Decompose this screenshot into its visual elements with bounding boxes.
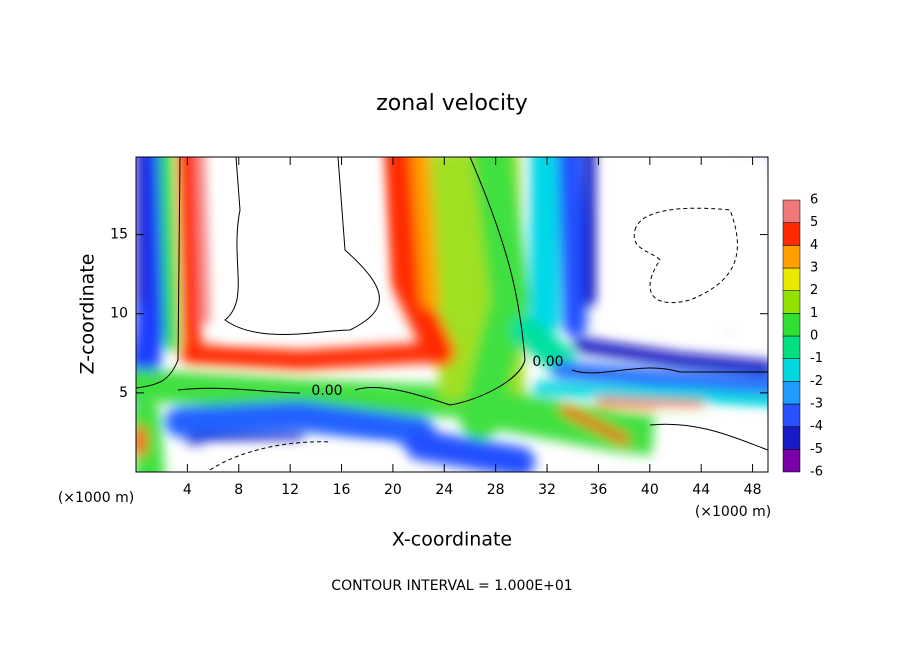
colorbar-box (782, 199, 801, 223)
x-unit-label: (×1000 m) (695, 504, 771, 520)
colorbar-box (782, 403, 801, 427)
colorbar-box (782, 449, 801, 473)
x-tick-label: 20 (384, 482, 402, 498)
x-tick-label: 4 (183, 482, 192, 498)
x-tick-label: 44 (692, 482, 710, 498)
contour-fill (136, 157, 768, 472)
contour-field: 0.00 0.00 (136, 157, 768, 472)
colorbar-box (782, 245, 801, 269)
chart-title: zonal velocity (376, 91, 528, 116)
colorbar-box (782, 426, 801, 450)
colorbar-label: -6 (810, 465, 823, 480)
footer-note: CONTOUR INTERVAL = 1.000E+01 (331, 578, 572, 594)
colorbar-label: 1 (810, 306, 818, 321)
plot-frame (135, 156, 769, 473)
y-tick-label: 15 (110, 227, 128, 243)
colorbar-label: 0 (810, 329, 818, 344)
colorbar-box (782, 290, 801, 314)
x-axis-label: X-coordinate (392, 529, 512, 551)
x-tick-label: 40 (641, 482, 659, 498)
x-tick-label: 32 (538, 482, 556, 498)
x-tick-label: 24 (435, 482, 453, 498)
colorbar-box (782, 381, 801, 405)
contour-fill (201, 157, 768, 472)
colorbar-label: -5 (810, 442, 823, 457)
y-unit-label: (×1000 m) (58, 490, 134, 506)
colorbar-label: -3 (810, 397, 823, 412)
contour-label: 0.00 (532, 354, 563, 370)
colorbar-label: 6 (810, 193, 818, 208)
y-tick-label: 10 (110, 306, 128, 322)
x-tick-label: 8 (234, 482, 243, 498)
x-tick-label: 36 (590, 482, 608, 498)
x-tick-label: 48 (744, 482, 762, 498)
colorbar-label: 2 (810, 283, 818, 298)
colorbar-label: 5 (810, 215, 818, 230)
colorbar-label: 3 (810, 261, 818, 276)
x-tick-label: 28 (487, 482, 505, 498)
colorbar-box (782, 222, 801, 246)
colorbar-label: -1 (810, 351, 823, 366)
y-axis-label: Z-coordinate (77, 254, 99, 375)
x-tick-label: 16 (333, 482, 351, 498)
y-tick-label: 5 (119, 385, 128, 401)
contour-label: 0.00 (311, 383, 342, 399)
colorbar-box (782, 335, 801, 359)
x-tick-label: 12 (281, 482, 299, 498)
colorbar-label: -4 (810, 419, 823, 434)
colorbar-box (782, 313, 801, 337)
colorbar-box (782, 267, 801, 291)
colorbar-box (782, 358, 801, 382)
colorbar-label: 4 (810, 238, 818, 253)
colorbar-label: -2 (810, 374, 823, 389)
contour-line (136, 157, 768, 471)
